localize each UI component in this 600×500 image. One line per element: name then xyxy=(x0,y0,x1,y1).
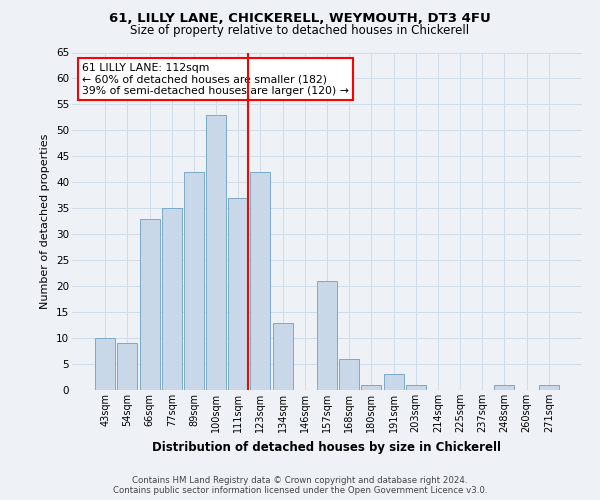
Bar xyxy=(383,374,404,390)
Bar xyxy=(317,281,337,390)
Bar xyxy=(250,172,271,390)
Y-axis label: Number of detached properties: Number of detached properties xyxy=(40,134,50,309)
Bar xyxy=(494,385,514,390)
Bar xyxy=(140,218,160,390)
Bar xyxy=(361,385,382,390)
Bar xyxy=(184,172,204,390)
Bar xyxy=(272,322,293,390)
Bar xyxy=(95,338,115,390)
Text: 61, LILLY LANE, CHICKERELL, WEYMOUTH, DT3 4FU: 61, LILLY LANE, CHICKERELL, WEYMOUTH, DT… xyxy=(109,12,491,26)
Bar xyxy=(206,115,226,390)
Bar xyxy=(228,198,248,390)
Text: 61 LILLY LANE: 112sqm
← 60% of detached houses are smaller (182)
39% of semi-det: 61 LILLY LANE: 112sqm ← 60% of detached … xyxy=(82,62,349,96)
X-axis label: Distribution of detached houses by size in Chickerell: Distribution of detached houses by size … xyxy=(152,440,502,454)
Bar xyxy=(162,208,182,390)
Bar xyxy=(539,385,559,390)
Bar xyxy=(118,344,137,390)
Bar xyxy=(339,359,359,390)
Text: Contains HM Land Registry data © Crown copyright and database right 2024.
Contai: Contains HM Land Registry data © Crown c… xyxy=(113,476,487,495)
Text: Size of property relative to detached houses in Chickerell: Size of property relative to detached ho… xyxy=(130,24,470,37)
Bar xyxy=(406,385,426,390)
